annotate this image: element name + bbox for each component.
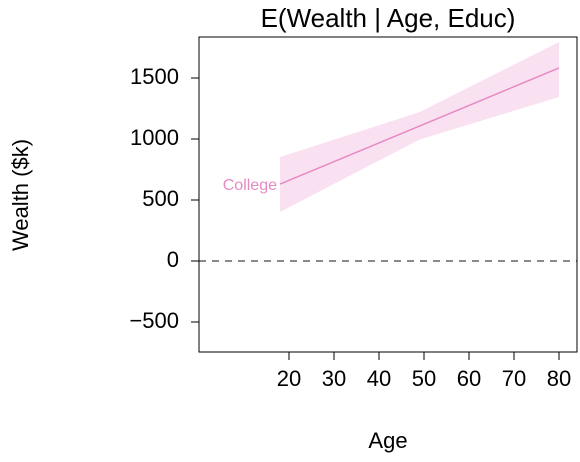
x-tick-label: 30 (322, 366, 346, 391)
y-axis-label: Wealth ($k) (8, 139, 33, 251)
x-tick-label: 50 (412, 366, 436, 391)
y-tick-label: −500 (129, 308, 179, 333)
y-tick-label: 500 (142, 186, 179, 211)
line (279, 67, 560, 185)
x-tick-label: 40 (367, 366, 391, 391)
x-tick-label: 20 (277, 366, 301, 391)
x-tick-label: 80 (547, 366, 571, 391)
y-tick-label: 1500 (130, 64, 179, 89)
plot-frame (198, 36, 578, 353)
chart-title: E(Wealth | Age, Educ) (261, 3, 516, 33)
confidence-band (280, 42, 559, 212)
x-tick-label: 60 (457, 366, 481, 391)
y-tick-label: 1000 (130, 125, 179, 150)
x-tick-label: 70 (502, 366, 526, 391)
x-axis-label: Age (368, 428, 407, 453)
series-label: College (223, 177, 277, 194)
y-tick-label: 0 (167, 247, 179, 272)
